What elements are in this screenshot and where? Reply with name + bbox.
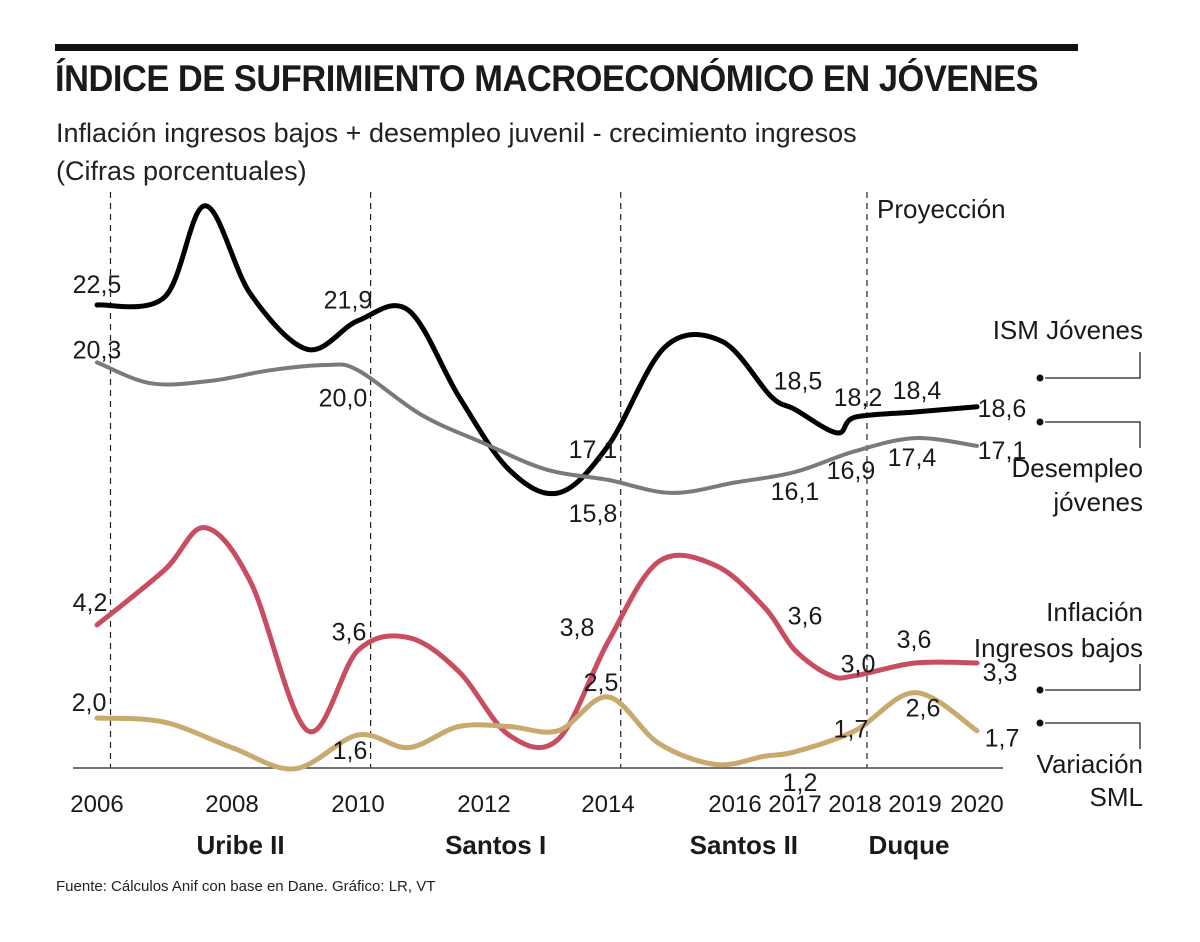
data-label-0-2006: 22,5 [73,271,122,299]
data-label-1-2010: 20,0 [319,384,368,412]
chart-title: ÍNDICE DE SUFRIMIENTO MACROECONÓMICO EN … [55,58,1039,99]
period-label-0: Uribe II [196,830,284,860]
legend-dot-3 [1036,719,1044,727]
x-tick-2014: 2014 [581,791,634,818]
data-label-3-2020: 1,7 [985,725,1020,753]
subtitle-line-2: (Cifras porcentuales) [56,156,307,186]
period-label-1: Santos I [445,830,546,860]
legend-label-1-0: Desempleo [1011,453,1143,483]
x-tick-2016: 2016 [708,791,761,818]
legend-dot-1 [1036,418,1044,426]
x-tick-2012: 2012 [457,791,510,818]
legend-dot-0 [1036,374,1044,382]
series-line-3 [94,690,980,772]
series-line-2 [94,525,980,751]
data-label-2-2020: 3,3 [983,659,1018,687]
x-tick-2006: 2006 [70,791,123,818]
data-label-1-2018: 16,9 [827,457,876,485]
data-label-2-2017: 3,6 [788,602,823,630]
period-label-3: Duque [869,830,950,860]
x-tick-2018: 2018 [828,791,881,818]
chart-subtitle: Inflación ingresos bajos + desempleo juv… [56,114,857,190]
data-label-3-2014: 2,5 [584,669,619,697]
legend-label-3-1: SML [1090,782,1143,812]
data-label-0-2014: 17,1 [569,436,618,464]
legend-label-2-1: Ingresos bajos [974,633,1143,663]
data-label-1-2019: 17,4 [888,444,937,472]
data-label-3-2019: 2,6 [906,695,941,723]
data-label-0-2019: 18,4 [893,377,942,405]
data-label-2-2014: 3,8 [560,614,595,642]
x-tick-2017: 2017 [768,791,821,818]
series-line-0 [94,203,980,497]
data-label-3-2017: 1,2 [783,769,818,797]
legend-leader-0 [1045,352,1141,379]
series-line-1 [95,360,979,495]
data-label-3-2006: 2,0 [72,689,107,717]
projection-label: Proyección [877,194,1006,224]
data-label-0-2018: 18,2 [834,384,883,412]
data-label-3-2018: 1,7 [834,716,869,744]
x-tick-2019: 2019 [888,791,941,818]
legend-leader-1 [1045,421,1141,448]
legend-label-3-0: Variación [1037,749,1143,779]
legend-label-0-0: ISM Jóvenes [993,315,1143,345]
legend-label-1-1: jóvenes [1052,487,1143,517]
source-note: Fuente: Cálculos Anif con base en Dane. … [56,878,436,895]
data-label-1-2020: 17,1 [978,437,1027,465]
subtitle-line-1: Inflación ingresos bajos + desempleo juv… [56,118,857,148]
x-tick-2010: 2010 [331,791,384,818]
top-rule [55,44,1078,51]
data-label-1-2006: 20,3 [73,336,122,364]
data-label-2-2010: 3,6 [332,618,367,646]
data-label-2-2006: 4,2 [73,589,108,617]
data-label-1-2014: 15,8 [569,500,618,528]
legend-dot-2 [1036,686,1044,694]
period-label-2: Santos II [690,830,798,860]
legend-leader-2 [1045,664,1141,691]
legend-label-2-0: Inflación [1046,597,1143,627]
legend-leader-3 [1045,722,1141,749]
x-tick-2008: 2008 [205,791,258,818]
data-label-0-2020: 18,6 [978,395,1027,423]
data-label-0-2010: 21,9 [324,287,373,315]
data-label-2-2018: 3,0 [841,651,876,679]
data-label-3-2010: 1,6 [333,737,368,765]
data-label-2-2019: 3,6 [897,626,932,654]
data-label-1-2017: 16,1 [771,478,820,506]
data-label-0-2017: 18,5 [774,367,823,395]
x-tick-2020: 2020 [950,791,1003,818]
